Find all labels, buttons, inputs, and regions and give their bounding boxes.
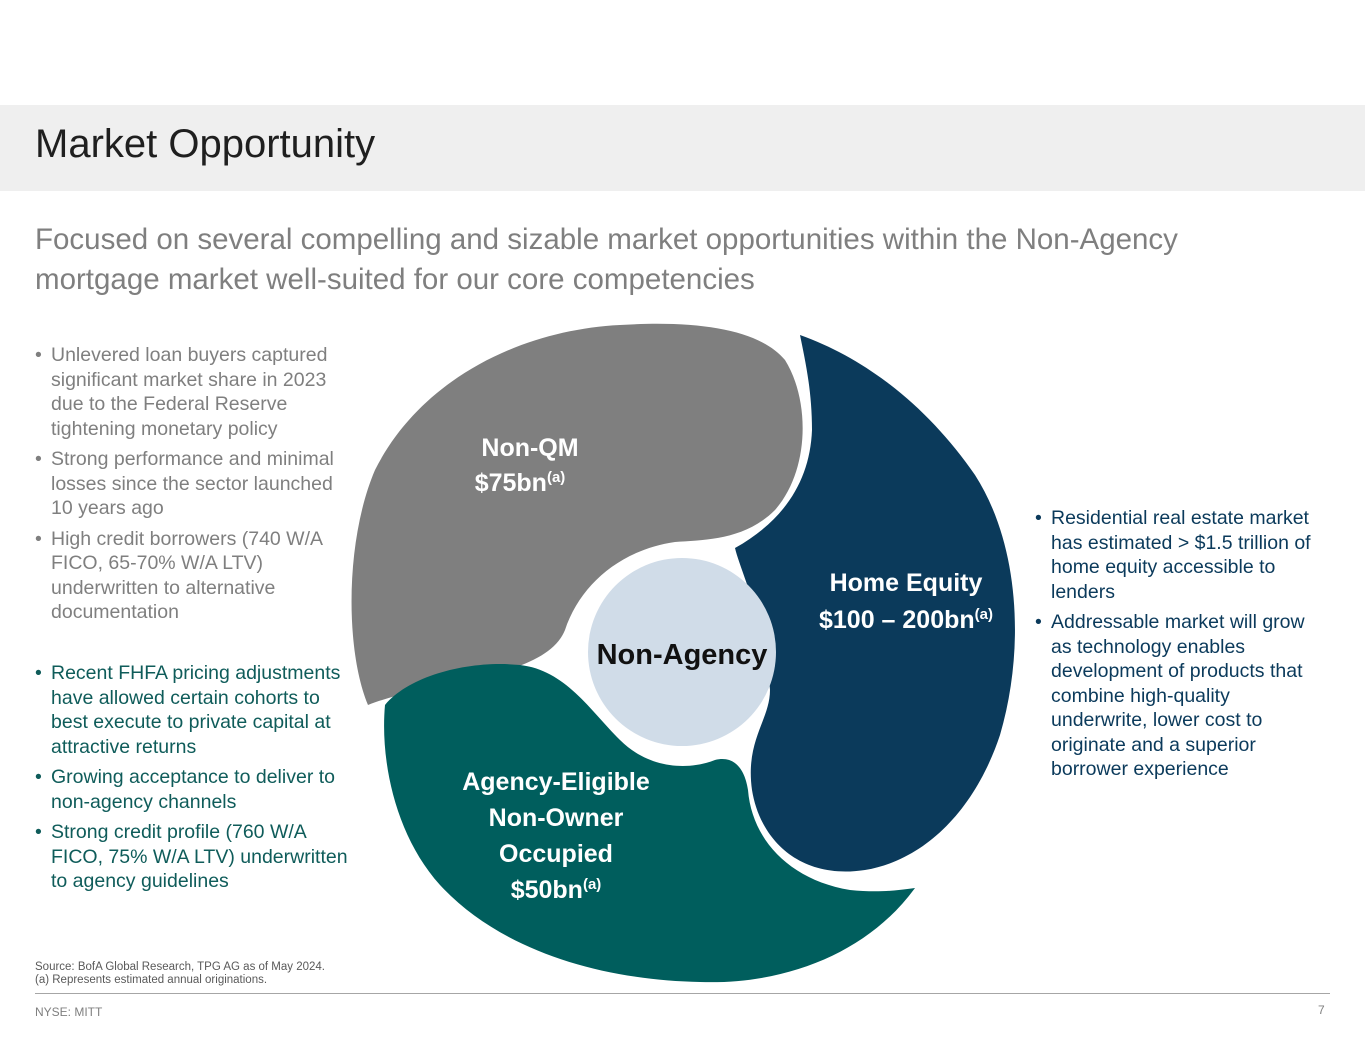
agency-label-line3: Occupied xyxy=(499,840,613,868)
agency-eligible-bullets: Recent FHFA pricing adjustments have all… xyxy=(35,661,355,900)
page-title: Market Opportunity xyxy=(35,122,376,166)
home-equity-sup: (a) xyxy=(975,606,993,623)
center-label: Non-Agency xyxy=(597,639,768,671)
footnotes: Source: BofA Global Research, TPG AG as … xyxy=(35,961,325,987)
bullet-item: Residential real estate market has estim… xyxy=(1035,506,1320,604)
bullet-item: Growing acceptance to deliver to non-age… xyxy=(35,765,355,814)
non-qm-label: Non-QM xyxy=(481,434,578,462)
home-equity-label: Home Equity xyxy=(830,569,983,597)
agency-label-line1: Agency-Eligible xyxy=(462,768,650,796)
estimate-note: (a) Represents estimated annual originat… xyxy=(35,974,268,986)
page-subtitle: Focused on several compelling and sizabl… xyxy=(35,223,1178,296)
page-number: 7 xyxy=(1318,1003,1325,1017)
bullet-item: Strong performance and minimal losses si… xyxy=(35,447,355,521)
bullet-item: Recent FHFA pricing adjustments have all… xyxy=(35,661,355,759)
source-note: Source: BofA Global Research, TPG AG as … xyxy=(35,961,325,973)
footer-divider xyxy=(35,993,1330,994)
bullet-item: Unlevered loan buyers captured significa… xyxy=(35,343,355,441)
bullet-item: High credit borrowers (740 W/A FICO, 65-… xyxy=(35,527,355,625)
non-agency-center xyxy=(588,558,776,746)
non-qm-amount: $75bn xyxy=(475,469,547,497)
bullet-item: Addressable market will grow as technolo… xyxy=(1035,610,1320,782)
agency-label-line2: Non-Owner xyxy=(489,804,624,832)
non-qm-sup: (a) xyxy=(547,469,565,486)
agency-amount: $50bn xyxy=(511,876,583,904)
non-qm-segment xyxy=(351,323,803,705)
agency-sup: (a) xyxy=(583,876,601,893)
home-equity-bullets: Residential real estate market has estim… xyxy=(1035,506,1320,788)
agency-value: $50bn(a) xyxy=(511,876,602,904)
title-bar xyxy=(0,105,1365,191)
non-qm-bullets: Unlevered loan buyers captured significa… xyxy=(35,343,355,631)
ticker: NYSE: MITT xyxy=(35,1005,103,1019)
agency-eligible-segment xyxy=(384,664,915,983)
home-equity-segment xyxy=(735,335,1015,872)
non-qm-value: $75bn(a) xyxy=(475,469,566,497)
home-equity-amount: $100 – 200bn xyxy=(819,606,975,634)
bullet-item: Strong credit profile (760 W/A FICO, 75%… xyxy=(35,820,355,894)
home-equity-value: $100 – 200bn(a) xyxy=(819,606,993,634)
